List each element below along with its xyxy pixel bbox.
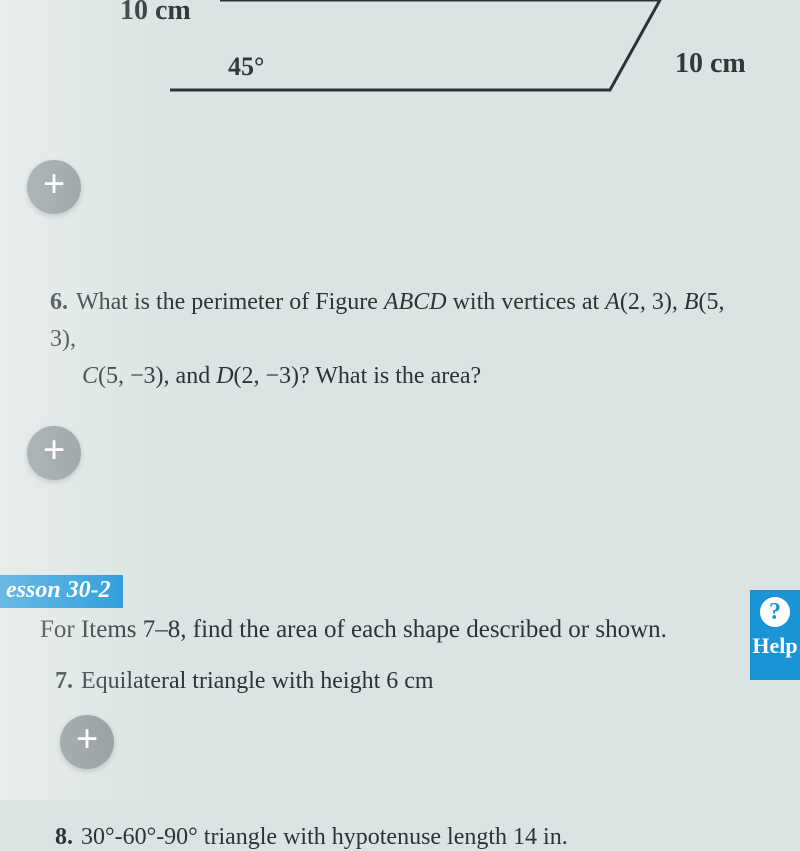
q6-line1: What is the perimeter of Figure ABCD wit… [50, 289, 725, 352]
question-8: 8.30°-60°-90° triangle with hypotenuse l… [55, 824, 740, 851]
question-number: 8. [55, 824, 81, 851]
help-button[interactable]: ? Help [750, 590, 800, 680]
question-number: 6. [50, 284, 76, 321]
question-number: 7. [55, 668, 81, 695]
q8-text: 30°-60°-90° triangle with hypotenuse len… [81, 824, 568, 850]
question-7: 7.Equilateral triangle with height 6 cm [55, 668, 740, 695]
help-label: Help [750, 633, 800, 659]
plus-icon: + [43, 430, 66, 470]
label-angle: 45° [228, 52, 264, 82]
help-qmark-icon: ? [760, 597, 790, 627]
label-side-right: 10 cm [675, 48, 746, 80]
plus-icon: + [76, 719, 99, 759]
add-button[interactable]: + [60, 715, 114, 769]
q6-line2: C(5, −3), and D(2, −3)? What is the area… [82, 358, 740, 395]
page-content: 10 cm 45° 10 cm + 6.What is the perimete… [0, 0, 800, 851]
parallelogram-svg [140, 0, 680, 100]
add-button[interactable]: + [27, 426, 81, 480]
plus-icon: + [43, 164, 66, 204]
q7-text: Equilateral triangle with height 6 cm [81, 668, 434, 694]
lesson-instruction: For Items 7–8, find the area of each sha… [40, 616, 740, 644]
lesson-tag: esson 30-2 [0, 575, 123, 608]
question-6: 6.What is the perimeter of Figure ABCD w… [50, 284, 740, 396]
add-button[interactable]: + [27, 160, 81, 214]
parallelogram-figure: 10 cm 45° 10 cm [110, 0, 770, 130]
